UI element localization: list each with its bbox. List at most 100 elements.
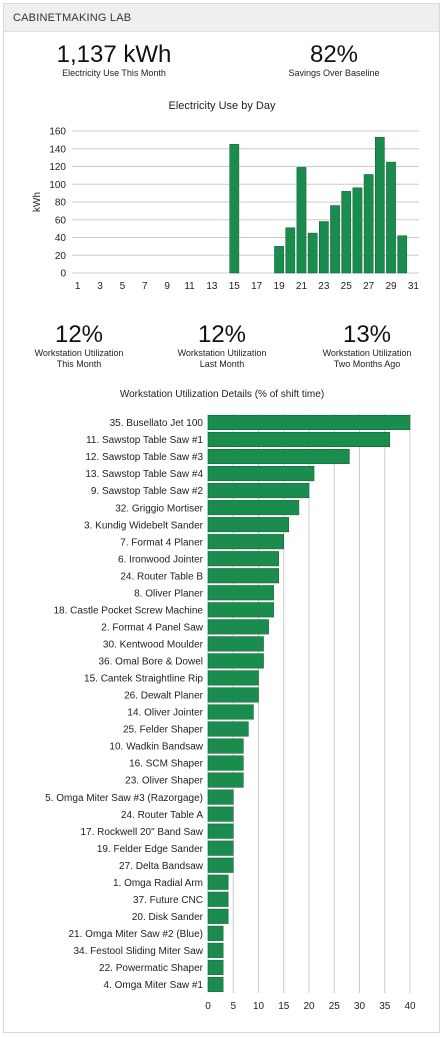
- category-label: 24. Router Table B: [120, 571, 203, 582]
- bar-day-30: [397, 235, 408, 274]
- category-label: 22. Powermatic Shaper: [99, 963, 204, 974]
- x-tick-label: 30: [354, 1001, 366, 1012]
- category-label: 16. SCM Shaper: [129, 759, 204, 770]
- y-tick-label: 40: [55, 233, 67, 244]
- bar-day-26: [352, 187, 363, 274]
- kpi-value: 1,137 kWh: [56, 41, 172, 68]
- kpi-electricity-use: 1,137 kWh Electricity Use This Month: [34, 42, 194, 79]
- x-tick-label: 35: [379, 1001, 391, 1012]
- bar-workstation: [207, 976, 224, 992]
- bar-workstation: [207, 925, 224, 941]
- bar-workstation: [207, 414, 411, 430]
- y-tick-label: 20: [55, 251, 67, 262]
- bar-workstation: [207, 517, 290, 533]
- kpi-value: 12%: [54, 321, 104, 348]
- bar-workstation: [207, 857, 234, 873]
- bar-workstation: [207, 431, 391, 448]
- bar-workstation: [207, 959, 224, 975]
- category-label: 11. Sawstop Table Saw #1: [86, 435, 203, 446]
- category-label: 19. Felder Edge Sander: [97, 844, 204, 855]
- x-tick-label: 3: [97, 281, 103, 292]
- bar-workstation: [207, 687, 259, 703]
- x-tick-label: 19: [274, 281, 286, 292]
- category-label: 23. Oliver Shaper: [125, 776, 203, 787]
- category-label: 4. Omga Miter Saw #1: [104, 980, 204, 991]
- bar-day-25: [341, 191, 352, 274]
- x-tick-label: 40: [404, 1001, 416, 1012]
- kpi-label-line1: Workstation Utilization: [177, 348, 267, 358]
- bar-workstation: [207, 585, 274, 601]
- y-tick-label: 140: [49, 144, 66, 155]
- bar-workstation: [207, 738, 244, 754]
- cabinetmaking-lab-panel: CABINETMAKING LAB 1,137 kWh Electricity …: [3, 3, 440, 1033]
- y-tick-label: 80: [55, 198, 67, 209]
- y-tick-label: 160: [49, 127, 66, 138]
- bar-day-28: [374, 136, 385, 274]
- category-label: 8. Oliver Planer: [134, 588, 204, 599]
- bar-workstation: [207, 806, 234, 822]
- category-label: 21. Omga Miter Saw #2 (Blue): [69, 929, 204, 940]
- kpi-value: 13%: [342, 321, 392, 348]
- bar-workstation: [207, 874, 229, 890]
- y-tick-label: 0: [60, 269, 66, 280]
- x-tick-label: 21: [296, 281, 308, 292]
- category-label: 27. Delta Bandsaw: [119, 861, 204, 872]
- bar-workstation: [207, 823, 234, 839]
- chart-title: Electricity Use by Day: [169, 100, 276, 112]
- category-label: 14. Oliver Jointer: [127, 708, 203, 719]
- bar-workstation: [207, 653, 264, 669]
- kpi-label-line2: Last Month: [199, 359, 245, 369]
- category-label: 12. Sawstop Table Saw #3: [85, 452, 203, 463]
- category-label: 15. Cantek Straightline Rip: [84, 674, 203, 685]
- bar-workstation: [207, 636, 264, 652]
- x-tick-label: 5: [120, 281, 126, 292]
- category-label: 25. Felder Shaper: [123, 725, 204, 736]
- x-tick-label: 1: [75, 281, 81, 292]
- category-label: 5. Omga Miter Saw #3 (Razorgage): [45, 793, 203, 804]
- category-label: 32. Griggio Mortiser: [115, 503, 203, 514]
- x-tick-label: 31: [408, 281, 420, 292]
- y-tick-label: 60: [55, 215, 67, 226]
- bar-workstation: [207, 755, 244, 771]
- category-label: 9. Sawstop Table Saw #2: [91, 486, 204, 497]
- panel-title: CABINETMAKING LAB: [4, 4, 439, 32]
- x-tick-label: 17: [251, 281, 263, 292]
- bar-day-20: [285, 227, 296, 274]
- bar-workstation: [207, 534, 284, 550]
- category-label: 7. Format 4 Planer: [120, 537, 203, 548]
- x-tick-label: 13: [206, 281, 218, 292]
- x-tick-label: 0: [205, 1001, 211, 1012]
- category-label: 24. Router Table A: [121, 810, 203, 821]
- electricity-by-day-chart: Electricity Use by Day kWh 0 20 40 60 80 100 120…: [32, 100, 420, 292]
- bar-workstation: [207, 704, 254, 720]
- x-tick-label: 11: [184, 281, 195, 292]
- bar-day-19: [274, 246, 284, 274]
- kpi-value: 12%: [197, 321, 247, 348]
- bar-workstation: [207, 942, 224, 958]
- x-tick-label: 15: [278, 1001, 290, 1012]
- bar-workstation: [207, 568, 279, 584]
- bar-day-22: [307, 232, 318, 274]
- category-label: 37. Future CNC: [133, 895, 203, 906]
- kpi-label-line2: Two Months Ago: [333, 359, 401, 369]
- bar-workstation: [207, 789, 234, 805]
- category-label: 1. Omga Radial Arm: [113, 878, 203, 889]
- y-tick-label: 120: [49, 162, 66, 173]
- x-tick-label: 20: [303, 1001, 315, 1012]
- category-label: 2. Format 4 Panel Saw: [101, 622, 203, 633]
- x-tick-label: 10: [253, 1001, 265, 1012]
- x-tick-label: 25: [329, 1001, 341, 1012]
- category-label: 6. Ironwood Jointer: [118, 554, 204, 565]
- workstation-utilization-chart: Workstation Utilization Details (% of sh…: [45, 389, 416, 1012]
- category-label: 36. Omal Bore & Dowel: [99, 657, 204, 668]
- y-tick-label: 100: [49, 180, 66, 191]
- bar-workstation: [207, 602, 274, 618]
- kpi-util-last-month: 12% Workstation Utilization Last Month: [159, 322, 285, 370]
- kpi-label-line1: Workstation Utilization: [322, 348, 412, 358]
- x-tick-label: 5: [230, 1001, 236, 1012]
- bar-day-21: [296, 167, 307, 274]
- x-tick-label: 23: [318, 281, 330, 292]
- bar-workstation: [207, 840, 234, 856]
- bar-day-27: [363, 174, 374, 274]
- x-tick-label: 27: [363, 281, 375, 292]
